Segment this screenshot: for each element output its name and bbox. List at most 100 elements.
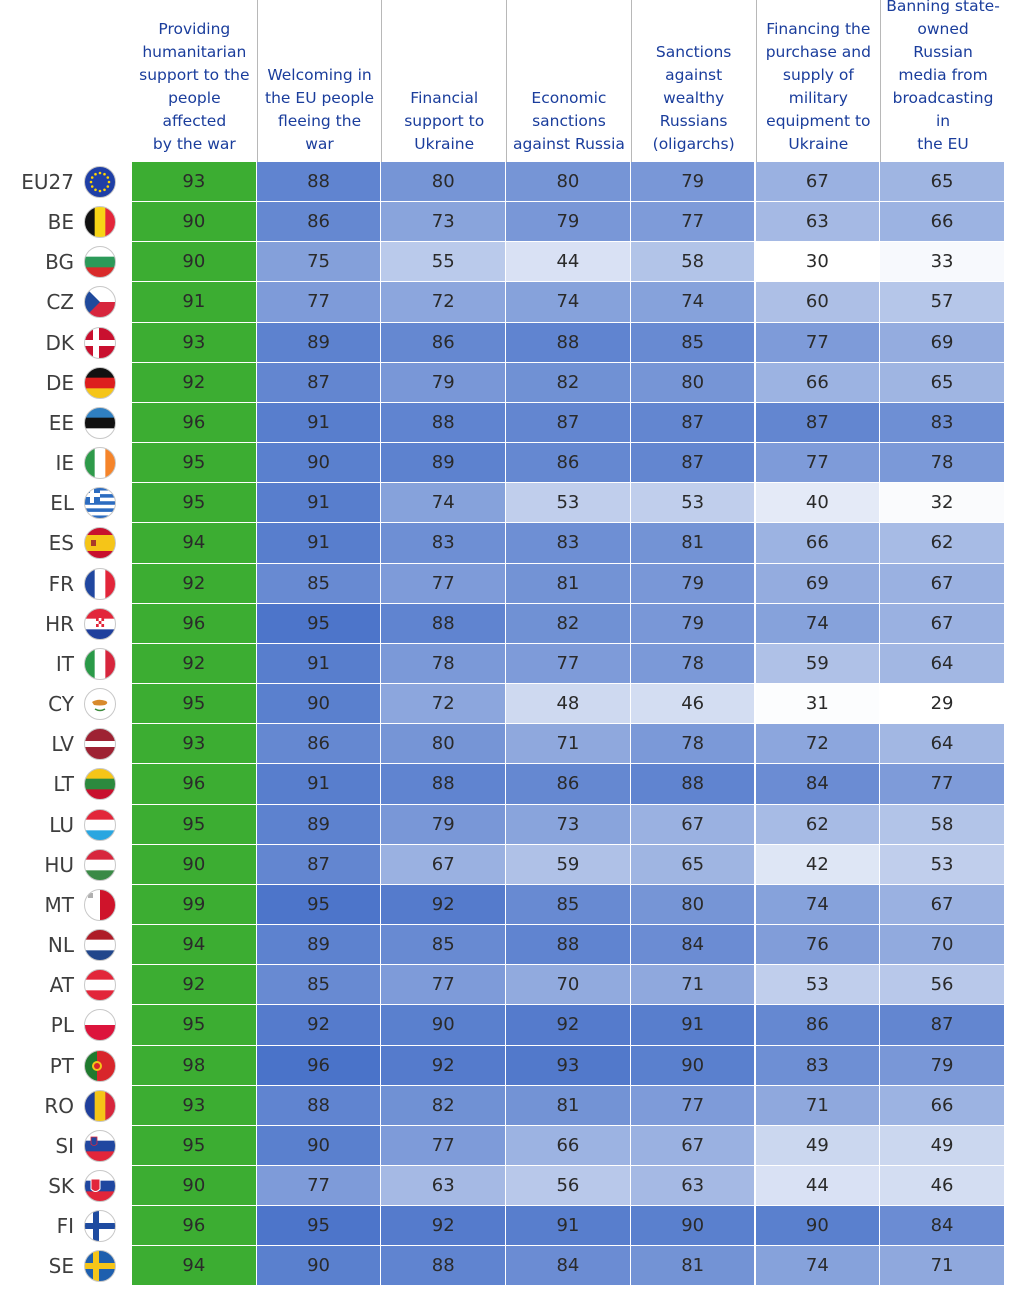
heat-cell: 90 [256,684,382,725]
heat-cell: 83 [880,402,1005,444]
heat-cell: 83 [506,523,631,564]
heat-cell: 71 [506,724,631,765]
heat-cell: 95 [256,1206,382,1247]
finland-flag-icon [84,1210,116,1243]
belgium-flag-icon [84,206,116,239]
czechia-flag-icon [84,286,116,319]
heat-cell: 77 [755,322,881,363]
table-row: SI 95 90 77 66 67 49 49 [0,1125,1026,1166]
column-header-line: against wealthy [663,66,725,107]
heat-cell: 65 [630,844,756,885]
heat-cell: 77 [506,643,631,685]
heat-cell: 77 [880,764,1005,805]
heat-cell: 74 [630,282,756,323]
row-label: EE [48,410,74,435]
table-row: FI 96 95 92 91 90 90 84 [0,1206,1026,1247]
heat-cell: 67 [880,563,1005,604]
column-header-text: Banning state-owned Russian media from bro… [885,0,1001,156]
heat-cell: 82 [506,362,631,403]
slovenia-flag-icon [84,1129,116,1162]
heat-cell: 95 [132,443,257,484]
heat-cell: 85 [630,322,756,363]
column-header-line: Welcoming in [267,66,372,84]
heat-cell: 95 [132,483,257,524]
heat-cell: 70 [880,925,1005,966]
heat-cell: 40 [755,483,881,524]
heat-cell: 91 [256,643,382,685]
estonia-flag-icon [84,406,116,439]
heat-cell: 77 [630,1085,756,1126]
table-row: DK 93 89 86 88 85 77 69 [0,322,1026,363]
heat-cell: 79 [381,362,507,403]
heat-cell: 95 [256,884,382,926]
heat-cell: 74 [506,282,631,323]
column-header-5: Sanctions against wealthy Russians (oligarc… [630,0,756,162]
latvia-flag-icon [84,728,116,761]
heat-cell: 67 [880,603,1005,644]
heat-cell: 88 [630,764,756,805]
heat-cell: 88 [256,162,382,203]
table-row: HU 90 87 67 59 65 42 53 [0,844,1026,885]
heat-cell: 90 [256,1125,382,1166]
heat-cell: 73 [506,804,631,845]
heat-cell: 63 [630,1166,756,1207]
column-header-2: Welcoming in the EU people fleeing the war [256,0,382,162]
heat-cell: 80 [630,884,756,926]
heat-cell: 99 [132,884,257,926]
heat-cell: 33 [880,242,1005,283]
heat-cell: 85 [256,563,382,604]
column-header-line: Ukraine [414,135,475,153]
heat-cell: 72 [755,724,881,765]
heat-cell: 83 [755,1045,881,1086]
heat-cell: 65 [880,162,1005,203]
column-header-line: Sanctions [655,43,732,61]
heat-cell: 63 [755,202,881,243]
heat-cell: 91 [132,282,257,323]
heat-cell: 86 [506,764,631,805]
heat-cell: 85 [381,925,507,966]
column-header-6: Financing the purchase and supply of milita… [755,0,881,162]
heat-cell: 86 [256,724,382,765]
heat-cell: 82 [506,603,631,644]
table-row: CZ 91 77 72 74 74 60 57 [0,282,1026,323]
heat-cell: 85 [256,965,382,1006]
france-flag-icon [84,567,116,600]
table-row: SE 94 90 88 84 81 74 71 [0,1246,1026,1287]
column-header-line: media from [898,66,988,84]
heat-cell: 42 [755,844,881,885]
heat-cell: 91 [256,523,382,564]
heat-cell: 89 [256,925,382,966]
heat-cell: 98 [132,1045,257,1086]
row-label: DK [45,330,74,355]
heat-cell: 72 [381,684,507,725]
heat-cell: 93 [132,724,257,765]
row-label: NL [47,933,74,958]
italy-flag-icon [84,647,116,680]
heat-cell: 79 [381,804,507,845]
column-header-text: Economic sanctions against Russia [513,87,625,156]
heat-cell: 66 [755,362,881,403]
heat-cell: 96 [132,1206,257,1247]
hungary-flag-icon [84,848,116,881]
heat-cell: 96 [132,764,257,805]
heat-cell: 86 [381,322,507,363]
heat-cell: 55 [381,242,507,283]
heat-cell: 88 [256,1085,382,1126]
column-header-line: by the war [152,135,236,153]
heat-cell: 63 [381,1166,507,1207]
ireland-flag-icon [84,447,116,480]
heat-cell: 65 [880,362,1005,403]
heat-cell: 46 [880,1166,1005,1207]
column-header-line: broadcasting in [892,89,994,130]
table-row: RO 93 88 82 81 77 71 66 [0,1085,1026,1126]
heat-cell: 29 [880,684,1005,725]
row-label: ES [48,531,74,556]
heat-cell: 31 [755,684,881,725]
row-label: SE [48,1254,74,1279]
greece-flag-icon [84,487,116,520]
column-header-line: (oligarchs) [652,135,735,153]
column-header-7: Banning state-owned Russian media from bro… [880,0,1005,162]
heat-cell: 87 [630,443,756,484]
row-label: LV [51,732,74,757]
heat-cell: 53 [880,844,1005,885]
